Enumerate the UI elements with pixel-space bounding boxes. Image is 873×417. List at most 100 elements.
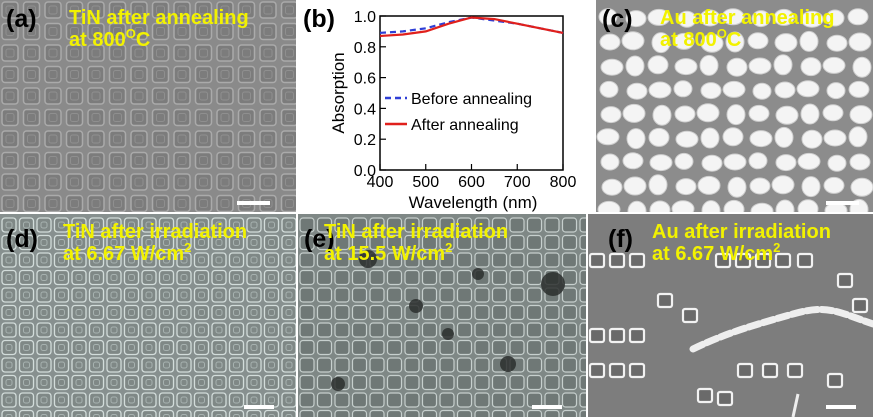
nanostructure	[106, 304, 122, 321]
nanostructure-inner	[177, 134, 187, 144]
nanostructure	[106, 252, 122, 268]
nanostructure-inner	[145, 291, 153, 299]
nanostructure	[526, 217, 543, 233]
nanostructure-inner	[156, 27, 165, 36]
nanostructure-inner	[23, 379, 30, 386]
nanostructure	[386, 374, 403, 391]
nanostructure	[194, 22, 213, 41]
nanostructure-inner	[48, 48, 58, 58]
nanostructure	[1, 65, 19, 84]
nanostructure-inner	[75, 239, 83, 246]
nanostructure-inner	[180, 291, 188, 299]
nanostructure	[141, 339, 157, 356]
nanostructure-inner	[145, 256, 153, 264]
nanostructure	[334, 287, 350, 303]
gold-particle	[597, 200, 621, 212]
nanostructure	[421, 304, 438, 321]
nanostructure	[491, 252, 508, 268]
nanostructure	[123, 269, 140, 286]
nanostructure-inner	[220, 156, 230, 165]
nanostructure	[561, 339, 578, 356]
nanostructure-inner	[180, 309, 188, 316]
legend: Before annealing After annealing	[385, 91, 532, 134]
nanostructure-inner	[134, 27, 144, 36]
caption-line1: TiN after irradiation	[324, 221, 509, 243]
panel-e-label: (e)	[304, 225, 335, 253]
nanostructure-inner	[91, 156, 101, 165]
nanostructure	[579, 234, 586, 251]
nanostructure-inner	[70, 5, 79, 15]
nanostructure	[53, 374, 70, 391]
nanostructure	[18, 357, 35, 373]
nanostructure	[474, 322, 490, 338]
gold-nanostructure	[796, 252, 814, 269]
nanostructure-inner	[250, 239, 258, 246]
nanostructure	[151, 194, 170, 212]
nanostructure-inner	[215, 221, 223, 229]
nanostructure-inner	[156, 113, 165, 122]
nanostructure-inner	[233, 396, 240, 404]
nanostructure	[71, 374, 87, 391]
nanostructure	[158, 392, 175, 408]
nanostructure	[1, 287, 17, 303]
nanostructure-inner	[5, 91, 15, 101]
nanostructure	[237, 151, 256, 170]
gold-particle	[700, 82, 722, 100]
nanostructure	[194, 65, 213, 84]
x-axis-label: Wavelength (nm)	[409, 193, 538, 212]
nanostructure	[259, 130, 277, 148]
nanostructure-inner	[5, 134, 15, 144]
nanostructure	[22, 87, 41, 105]
nanostructure	[369, 287, 385, 303]
legend-label-before: Before annealing	[411, 91, 532, 108]
nanostructure	[526, 269, 543, 286]
nanostructure-inner	[242, 70, 251, 79]
nanostructure-inner	[268, 221, 275, 229]
nanostructure-inner	[250, 344, 258, 351]
damage-spot	[541, 272, 565, 296]
nanostructure	[299, 409, 315, 417]
nanostructure-inner	[163, 379, 170, 386]
nanostructure-inner	[163, 344, 170, 351]
nanostructure-inner	[242, 27, 251, 36]
nanostructure-inner	[5, 177, 15, 187]
nanostructure	[263, 234, 280, 251]
nanostructure-inner	[263, 70, 273, 79]
nanostructure-inner	[250, 396, 258, 404]
nanostructure-inner	[134, 134, 144, 144]
gold-particle	[848, 80, 870, 98]
gold-nanostructure	[714, 252, 732, 269]
gold-particle	[801, 176, 821, 198]
nanostructure-inner	[128, 379, 135, 386]
nanostructure	[176, 217, 192, 233]
nanostructure-inner	[70, 199, 79, 208]
gold-particle	[825, 9, 845, 27]
nanostructure-inner	[233, 256, 240, 264]
nanostructure	[404, 357, 420, 373]
gold-particle	[622, 152, 644, 170]
nanostructure	[263, 304, 280, 321]
nanostructure	[544, 322, 560, 338]
series-line-after-annealing	[379, 16, 564, 38]
nanostructure-inner	[48, 134, 58, 144]
nanostructure	[281, 304, 296, 321]
nanostructure-inner	[113, 70, 122, 79]
nanostructure-inner	[110, 291, 118, 299]
nanostructure	[259, 22, 277, 41]
nanostructure-inner	[220, 48, 230, 58]
gold-particle	[596, 128, 620, 146]
gold-particle	[796, 80, 820, 98]
nanostructure	[228, 322, 245, 338]
gold-particle	[726, 104, 746, 126]
gold-particle	[822, 56, 846, 74]
gold-particle	[648, 81, 672, 99]
nanostructure	[22, 65, 41, 84]
gold-particle	[600, 153, 620, 171]
nanostructure	[88, 357, 105, 373]
gold-particle	[722, 80, 746, 98]
nanostructure-inner	[177, 70, 187, 79]
nanostructure-inner	[128, 291, 135, 299]
gold-particle	[797, 199, 819, 212]
nanostructure-inner	[220, 5, 230, 15]
nanostructure-inner	[70, 27, 79, 36]
